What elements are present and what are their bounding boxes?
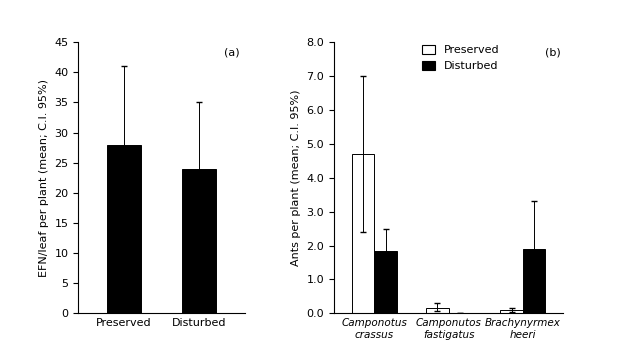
Text: (a): (a) (224, 48, 240, 58)
Bar (426, 308, 449, 313)
Bar (374, 251, 397, 313)
Legend: Preserved, Disturbed: Preserved, Disturbed (419, 42, 502, 73)
Y-axis label: EFN/leaf per plant (mean; C.I. 95%): EFN/leaf per plant (mean; C.I. 95%) (39, 79, 49, 277)
Y-axis label: Ants per plant (mean; C.I. 95%): Ants per plant (mean; C.I. 95%) (290, 89, 300, 266)
Text: (b): (b) (545, 48, 561, 58)
Bar (182, 169, 216, 313)
Bar (500, 310, 523, 313)
Bar (106, 145, 141, 313)
Bar (352, 154, 374, 313)
Bar (523, 249, 545, 313)
